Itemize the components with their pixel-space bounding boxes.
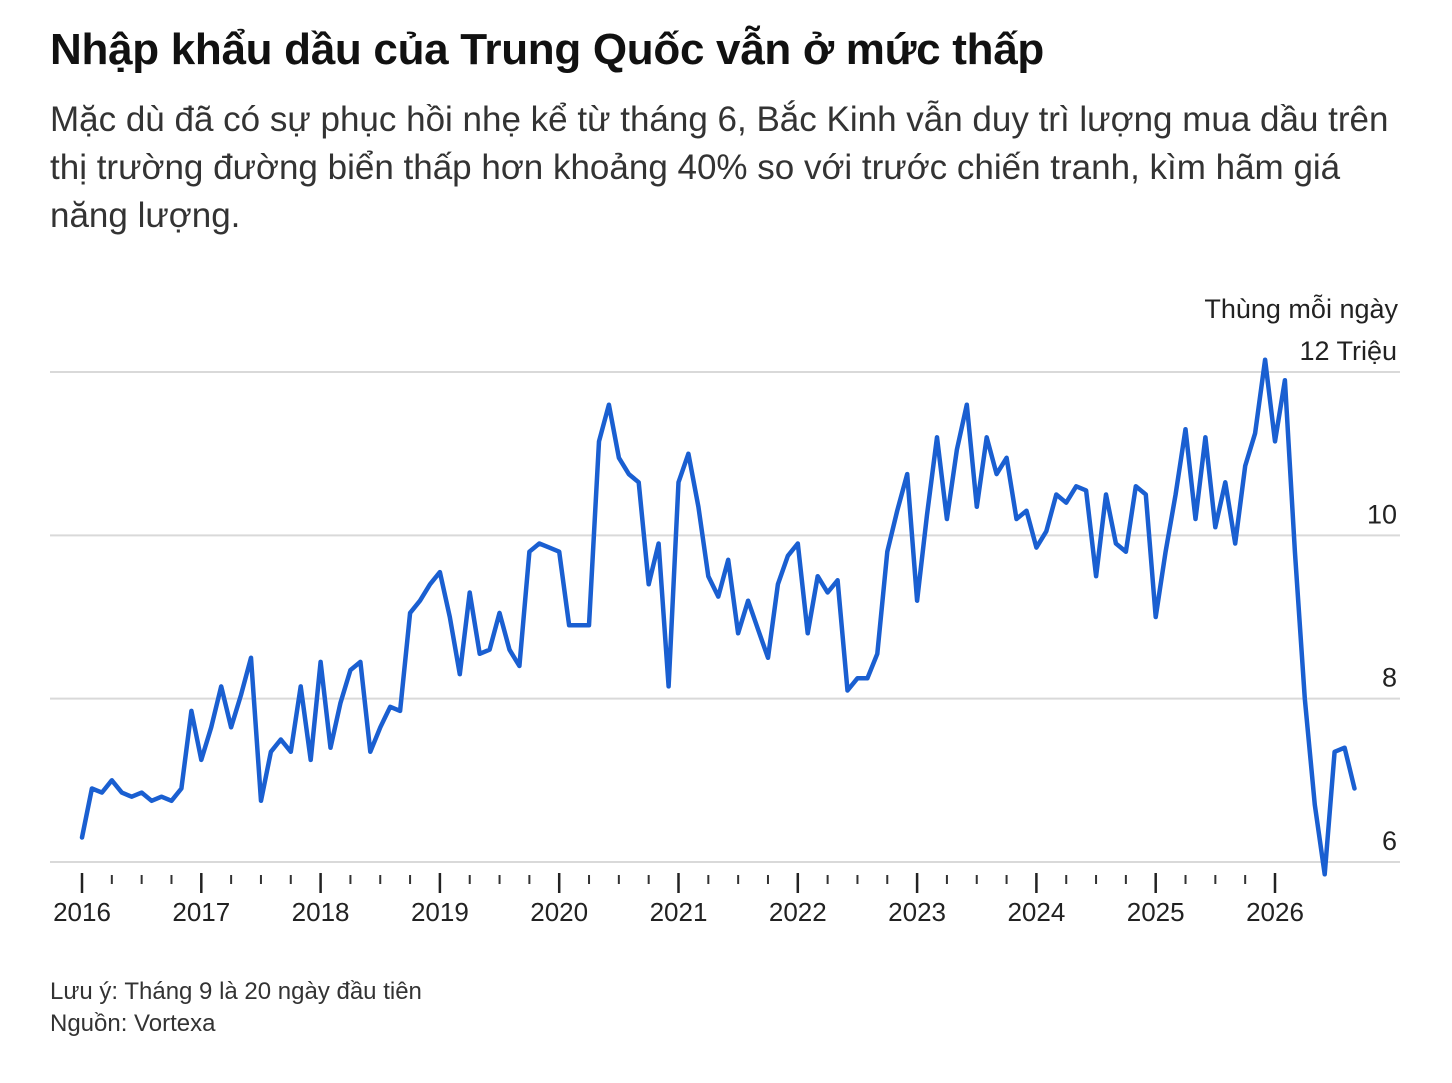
x-tick-label: 2024 [1007,897,1065,927]
source-note: Nguồn: Vortexa [50,1010,216,1037]
series-layer [79,357,1357,877]
footnote: Lưu ý: Tháng 9 là 20 ngày đầu tiên [50,978,422,1005]
chart-footer: Lưu ý: Tháng 9 là 20 ngày đầu tiên Nguồn… [50,976,422,1040]
gridlines [50,371,1400,863]
x-tick-label: 2021 [650,897,708,927]
x-tick-label: 2019 [411,897,469,927]
x-axis: 2016 2017 2018 2019 2020 2021 2022 2023 2024 2025… [53,873,1304,927]
y-axis-unit-label: Thùng mỗi ngày [1204,294,1398,324]
x-tick-label: 2016 [53,897,111,927]
y-tick-label: 12 Triệu [1299,336,1397,366]
x-tick-label: 2017 [172,897,230,927]
chart-subtitle: Mặc dù đã có sự phục hồi nhẹ kể từ tháng… [50,100,1389,235]
series-line-0 [79,357,1357,877]
x-tick-label: 2022 [769,897,827,927]
y-tick-labels: 12 Triệu 10 8 6 [1299,336,1397,856]
x-tick-label: 2025 [1127,897,1185,927]
line-chart: 12 Triệu 10 8 6 2016 2017 2018 2019 2020 2021 202… [50,336,1400,927]
x-tick-label: 2023 [888,897,946,927]
x-tick-label: 2020 [530,897,588,927]
y-tick-label: 8 [1382,663,1397,693]
y-tick-label: 6 [1382,826,1397,856]
chart-title: Nhập khẩu dầu của Trung Quốc vẫn ở mức t… [50,25,1044,74]
x-tick-label: 2026 [1246,897,1304,927]
y-tick-label: 10 [1367,499,1397,529]
x-tick-label: 2018 [292,897,350,927]
